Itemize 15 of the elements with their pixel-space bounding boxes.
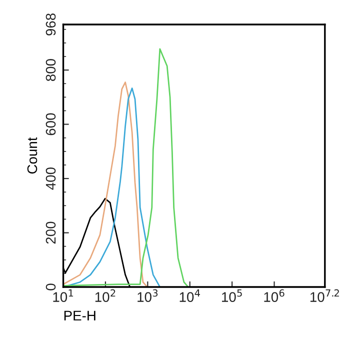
y-tick-label: 200 <box>46 222 56 244</box>
x-tick-label: 10$^{1}$ <box>53 289 74 302</box>
y-tick-label: 0 <box>46 284 56 290</box>
x-tick-label: 10$^{6}$ <box>264 289 284 302</box>
y-tick-label: 800 <box>46 59 56 82</box>
x-tick-label: 10$^{2}$ <box>95 289 116 302</box>
x-axis-title: PE-H <box>64 310 96 320</box>
y-tick-label: 600 <box>46 113 56 136</box>
y-tick-label: 400 <box>46 167 56 190</box>
x-tick-label: 10$^{5}$ <box>222 289 242 302</box>
y-tick-label: 968 <box>46 14 56 36</box>
x-tick-label: 10$^{7.2}$ <box>310 289 339 302</box>
x-tick-label: 10$^{4}$ <box>180 289 200 302</box>
x-tick-label: 10$^{3}$ <box>138 289 158 302</box>
y-axis-title: Count <box>27 137 38 174</box>
